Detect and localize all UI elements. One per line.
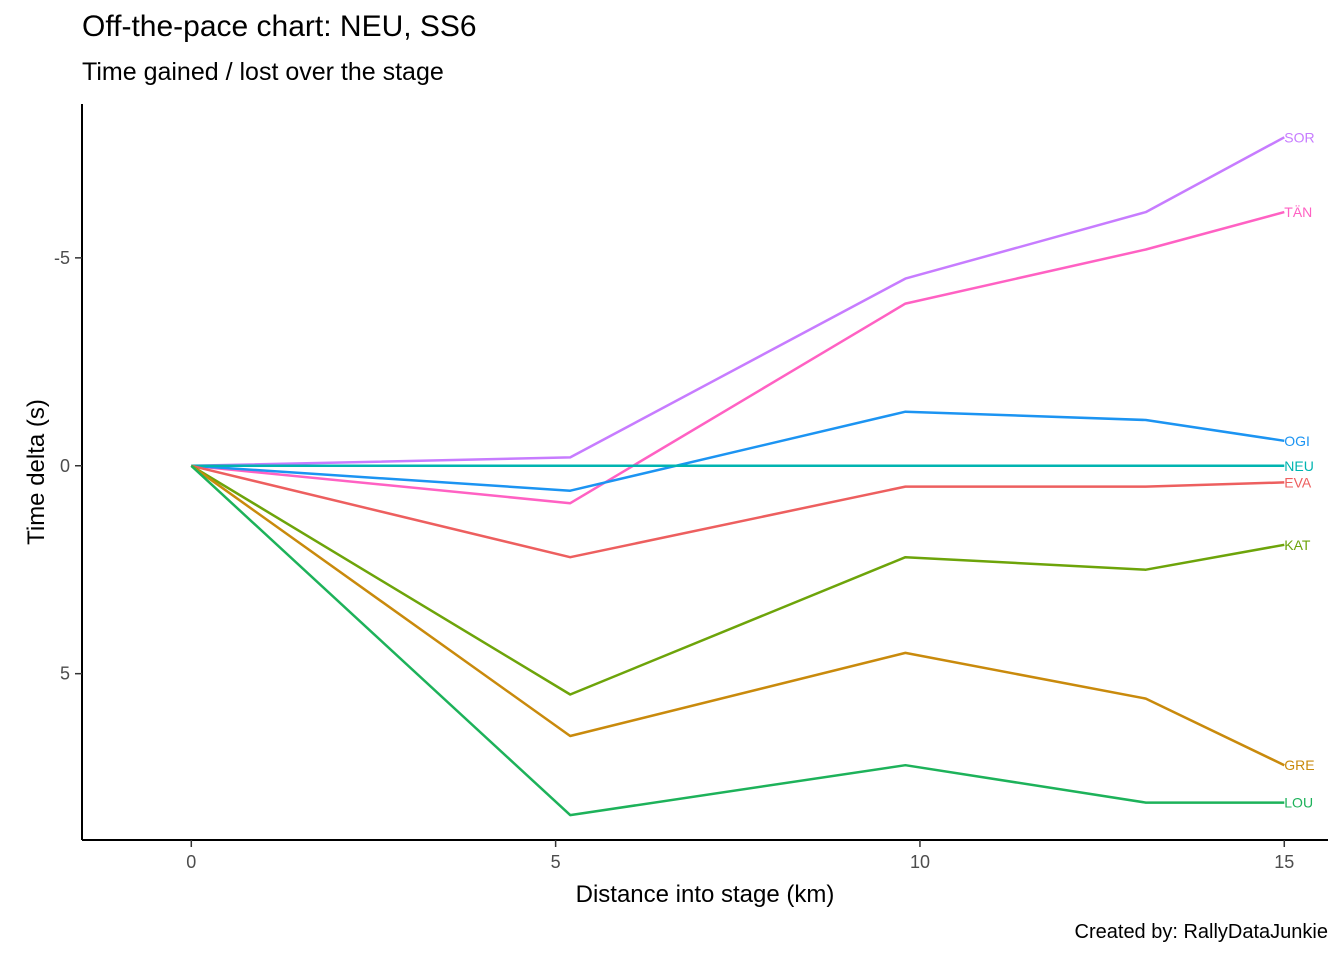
series-label-tän: TÄN — [1284, 204, 1312, 220]
x-axis-title: Distance into stage (km) — [576, 881, 835, 908]
y-tick-label: -5 — [54, 248, 70, 268]
series-line-tän — [191, 210, 1285, 505]
x-tick-label: 15 — [1274, 852, 1294, 872]
series-label-neu: NEU — [1284, 458, 1314, 474]
x-tick-label: 10 — [910, 852, 930, 872]
chart-caption: Created by: RallyDataJunkie — [1074, 921, 1328, 943]
chart-subtitle: Time gained / lost over the stage — [82, 58, 444, 86]
series-label-kat: KAT — [1284, 537, 1311, 553]
series-label-ogi: OGI — [1284, 433, 1310, 449]
series-lines — [190, 136, 1285, 817]
y-tick-label: 0 — [60, 456, 70, 476]
series-label-eva: EVA — [1284, 474, 1312, 490]
y-axis-title: Time delta (s) — [23, 399, 50, 545]
x-tick-label: 5 — [551, 852, 561, 872]
series-line-kat — [190, 464, 1285, 696]
y-tick-label: 5 — [60, 664, 70, 684]
series-line-lou — [190, 464, 1285, 817]
series-line-sor — [191, 136, 1285, 468]
chart-title: Off-the-pace chart: NEU, SS6 — [82, 10, 477, 43]
series-label-sor: SOR — [1284, 129, 1314, 145]
series-label-gre: GRE — [1284, 757, 1314, 773]
series-line-gre — [190, 464, 1285, 767]
axes: 0 5 10 15 -5 0 5 — [54, 104, 1328, 872]
series-line-eva — [191, 464, 1285, 559]
x-tick-label: 0 — [186, 852, 196, 872]
series-line-ogi — [191, 410, 1285, 492]
series-label-lou: LOU — [1284, 795, 1313, 811]
